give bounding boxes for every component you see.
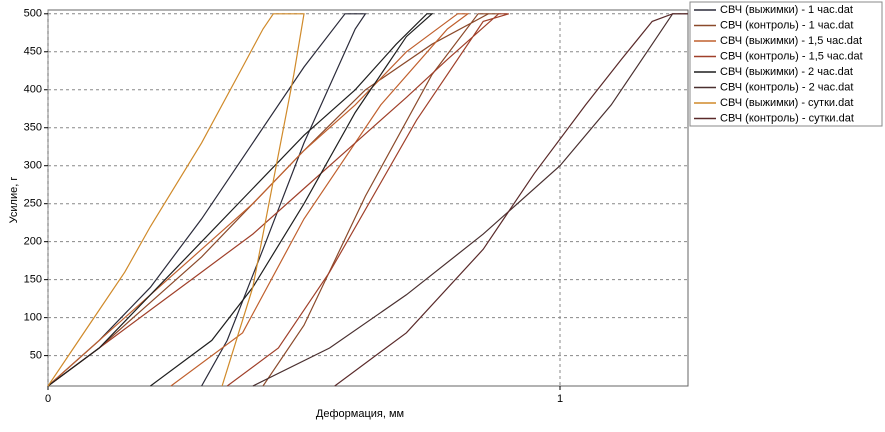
legend-label: СВЧ (выжимки) - 1 час.dat xyxy=(720,4,853,16)
series-line xyxy=(334,13,688,387)
legend-label: СВЧ (контроль) - 1 час.dat xyxy=(720,19,853,31)
y-tick-label: 350 xyxy=(24,122,42,134)
x-tick-label: 1 xyxy=(557,393,563,405)
series-line xyxy=(47,13,367,387)
y-tick-label: 100 xyxy=(24,312,42,324)
y-tick-label: 150 xyxy=(24,274,42,286)
legend-label: СВЧ (контроль) - сутки.dat xyxy=(720,112,854,124)
x-axis-label: Деформация, мм xyxy=(316,408,404,420)
y-tick-label: 450 xyxy=(24,46,42,58)
y-tick-label: 300 xyxy=(24,160,42,172)
legend-label: СВЧ (контроль) - 2 час.dat xyxy=(720,81,853,93)
legend-box xyxy=(689,1,883,127)
legend-label: СВЧ (контроль) - 1,5 час.dat xyxy=(720,50,863,62)
legend-label: СВЧ (выжимки) - 2 час.dat xyxy=(720,66,853,78)
series-line xyxy=(47,13,509,387)
y-axis-label: Усилие, г xyxy=(8,177,20,224)
y-tick-label: 200 xyxy=(24,236,42,248)
plot-frame xyxy=(47,9,689,387)
series-line xyxy=(47,13,470,387)
series-line xyxy=(47,13,434,387)
series-line xyxy=(47,13,499,387)
series-line xyxy=(47,13,305,387)
y-tick-label: 250 xyxy=(24,198,42,210)
y-tick-label: 500 xyxy=(24,8,42,20)
y-tick-label: 50 xyxy=(30,350,42,362)
x-tick-label: 0 xyxy=(45,393,51,405)
series-line xyxy=(252,13,688,387)
legend-label: СВЧ (выжимки) - 1,5 час.dat xyxy=(720,35,862,47)
y-tick-label: 400 xyxy=(24,84,42,96)
legend-label: СВЧ (выжимки) - сутки.dat xyxy=(720,97,853,109)
